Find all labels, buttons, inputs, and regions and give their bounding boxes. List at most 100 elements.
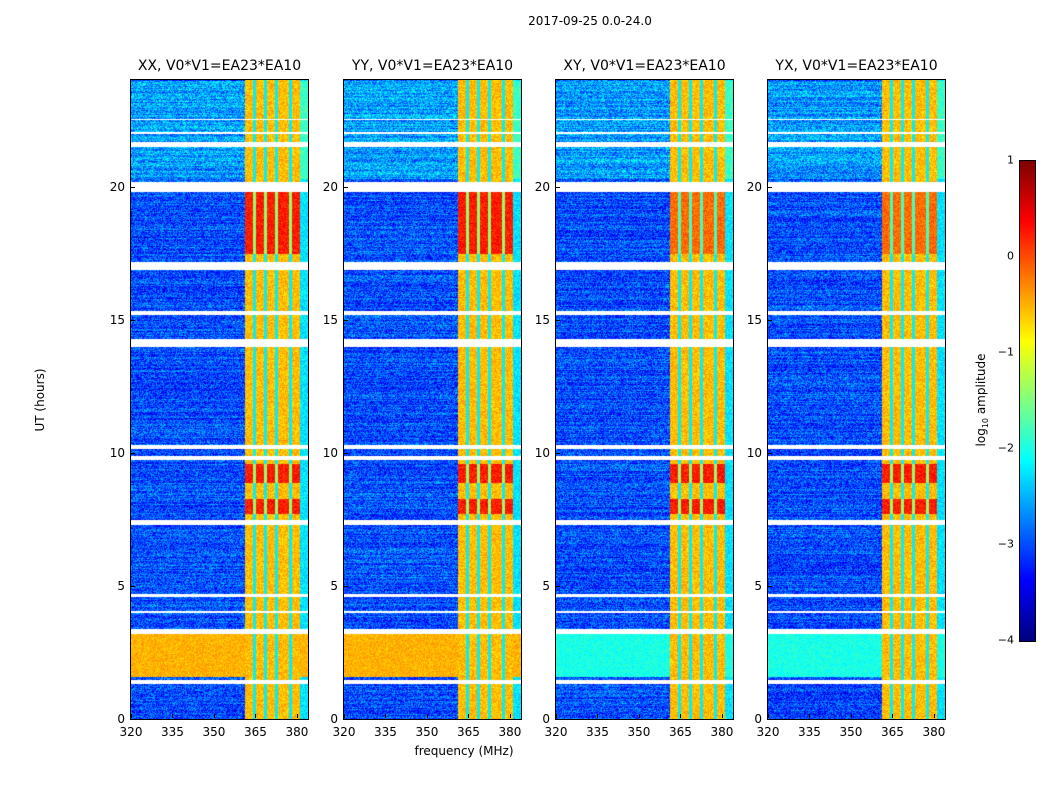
y-tick-mark <box>768 452 772 454</box>
waterfall-heatmap <box>344 80 521 719</box>
figure-title: 2017-09-25 0.0-24.0 <box>528 14 652 28</box>
y-tick-label: 15 <box>109 312 125 327</box>
x-tick-label: 320 <box>756 725 780 739</box>
y-tick-mark <box>344 319 348 321</box>
x-tick-label: 350 <box>627 725 651 739</box>
y-tick-mark <box>556 319 560 321</box>
x-tick-mark <box>597 714 599 718</box>
x-tick-label: 380 <box>498 725 522 739</box>
x-tick-label: 350 <box>202 725 226 739</box>
y-tick-label: 0 <box>542 712 550 726</box>
y-tick-label: 0 <box>117 712 125 726</box>
y-tick-label: 20 <box>322 179 338 194</box>
x-axis-label: frequency (MHz) <box>414 744 514 758</box>
x-tick-label: 335 <box>374 725 397 739</box>
x-tick-mark <box>809 714 811 718</box>
x-tick-mark <box>385 714 387 718</box>
y-tick-mark <box>556 719 560 720</box>
x-tick-label: 350 <box>839 725 863 739</box>
x-tick-mark <box>131 714 132 718</box>
y-tick-mark <box>344 186 348 188</box>
colorbar-tick-label: 1 <box>1007 153 1014 167</box>
y-tick-label: 20 <box>109 179 125 194</box>
y-tick-label: 10 <box>322 445 338 460</box>
y-tick-label: 5 <box>117 578 125 593</box>
x-tick-label: 320 <box>119 725 143 739</box>
colorbar-label: log10 amplitude <box>973 353 991 447</box>
colorbar-tick-label: −4 <box>997 633 1014 647</box>
panel-title: YX, V0*V1=EA23*EA10 <box>775 58 938 74</box>
x-tick-label: 365 <box>669 725 692 739</box>
x-tick-label: 365 <box>244 725 267 739</box>
panel-title: XY, V0*V1=EA23*EA10 <box>563 58 726 74</box>
y-tick-mark <box>768 186 772 188</box>
x-tick-label: 380 <box>285 725 309 739</box>
y-tick-mark <box>131 452 135 454</box>
y-tick-label: 0 <box>754 712 762 726</box>
panel-title: YY, V0*V1=EA23*EA10 <box>351 58 514 74</box>
y-tick-mark <box>768 585 772 587</box>
y-tick-label: 20 <box>746 179 762 194</box>
y-tick-mark <box>131 719 135 720</box>
y-tick-mark <box>556 585 560 587</box>
y-tick-label: 10 <box>109 445 125 460</box>
y-tick-label: 20 <box>534 179 550 194</box>
x-tick-mark <box>296 714 298 718</box>
x-tick-label: 335 <box>161 725 184 739</box>
x-tick-label: 335 <box>798 725 821 739</box>
x-tick-mark <box>255 714 257 718</box>
x-tick-mark <box>509 714 511 718</box>
x-tick-mark <box>344 714 345 718</box>
waterfall-panel-4: YX, V0*V1=EA23*EA10 0 5 10 15 20 320 335 350 365 3… <box>747 58 946 739</box>
y-tick-mark <box>131 319 135 321</box>
y-tick-mark <box>344 452 348 454</box>
x-tick-mark <box>213 714 215 718</box>
x-tick-mark <box>426 714 428 718</box>
colorbar-tick-label: 0 <box>1007 249 1014 263</box>
y-tick-label: 5 <box>542 578 550 593</box>
y-tick-mark <box>131 186 135 188</box>
x-tick-label: 350 <box>415 725 439 739</box>
waterfall-panel-1: XX, V0*V1=EA23*EA10 0 5 10 15 20 320 335 350 365 3… <box>110 58 309 739</box>
x-tick-label: 320 <box>544 725 568 739</box>
y-tick-label: 10 <box>534 445 550 460</box>
waterfall-heatmap <box>556 80 733 719</box>
colorbar-tick-label: −2 <box>997 441 1014 455</box>
x-tick-label: 320 <box>332 725 356 739</box>
waterfall-panel-3: XY, V0*V1=EA23*EA10 0 5 10 15 20 320 335 350 365 3… <box>535 58 734 739</box>
y-tick-mark <box>344 719 348 720</box>
x-tick-mark <box>556 714 557 718</box>
x-tick-label: 365 <box>457 725 480 739</box>
x-tick-label: 380 <box>710 725 734 739</box>
x-tick-label: 335 <box>586 725 609 739</box>
x-tick-mark <box>768 714 769 718</box>
y-tick-mark <box>768 719 772 720</box>
colorbar-tick-label: −1 <box>997 345 1014 359</box>
x-tick-label: 365 <box>881 725 904 739</box>
x-tick-mark <box>721 714 723 718</box>
waterfall-heatmap <box>768 80 945 719</box>
y-tick-label: 5 <box>330 578 338 593</box>
x-tick-label: 380 <box>922 725 946 739</box>
x-tick-mark <box>172 714 174 718</box>
y-tick-label: 10 <box>746 445 762 460</box>
x-tick-mark <box>680 714 682 718</box>
y-tick-mark <box>556 452 560 454</box>
waterfall-panel-2: YY, V0*V1=EA23*EA10 0 5 10 15 20 320 335 350 365 3… <box>323 58 522 739</box>
y-tick-label: 0 <box>330 712 338 726</box>
y-tick-mark <box>344 585 348 587</box>
colorbar-tick-label: −3 <box>997 537 1014 551</box>
y-tick-mark <box>131 585 135 587</box>
waterfall-heatmap <box>131 80 308 719</box>
y-tick-label: 15 <box>322 312 338 327</box>
y-tick-mark <box>768 319 772 321</box>
x-tick-mark <box>892 714 894 718</box>
y-tick-label: 15 <box>746 312 762 327</box>
y-tick-mark <box>556 186 560 188</box>
x-tick-mark <box>468 714 470 718</box>
x-tick-mark <box>850 714 852 718</box>
y-axis-label: UT (hours) <box>33 368 47 432</box>
y-tick-label: 5 <box>754 578 762 593</box>
colorbar <box>1019 160 1036 642</box>
